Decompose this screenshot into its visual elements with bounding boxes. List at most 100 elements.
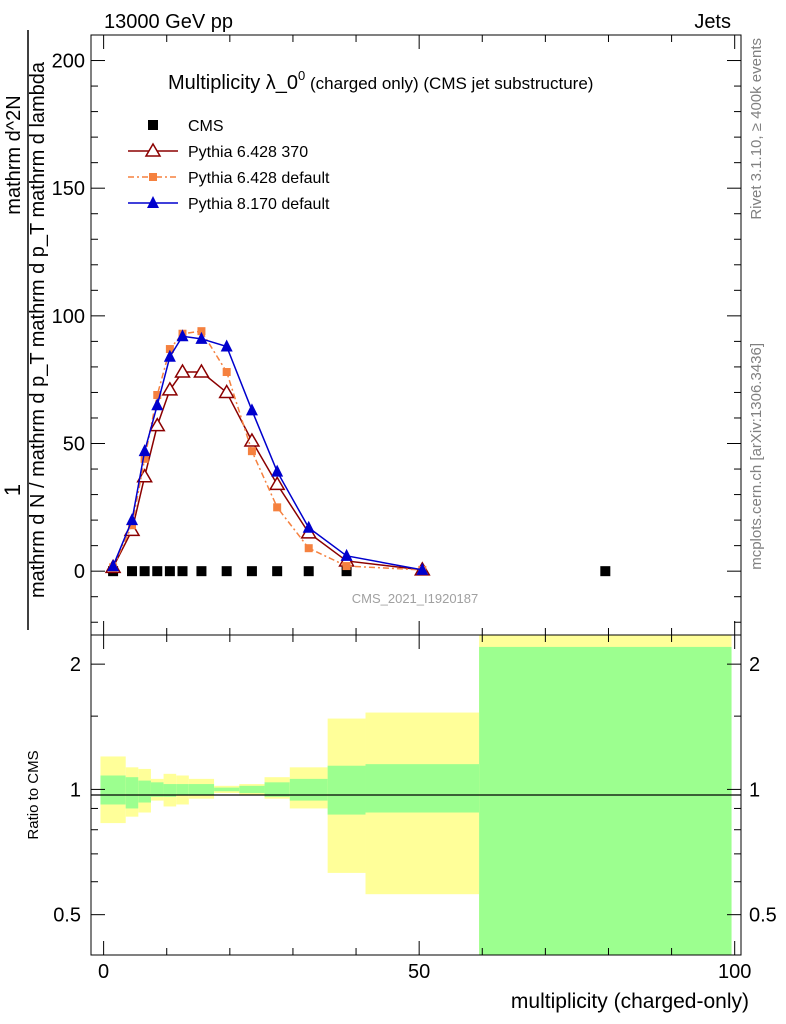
legend-marker — [147, 196, 159, 208]
data-point — [341, 566, 352, 577]
data-point — [140, 454, 149, 463]
data-point — [600, 566, 611, 577]
ratio-stat-band — [327, 765, 366, 815]
data-point — [196, 566, 207, 577]
energy-label: 13000 GeV pp — [104, 11, 233, 33]
data-point — [271, 464, 284, 477]
main-ytick-label: 200 — [52, 51, 85, 73]
chart-title: Multiplicity λ_00 (charged only) (CMS je… — [168, 68, 593, 94]
data-point — [107, 559, 120, 572]
data-point — [245, 403, 258, 416]
main-panel: 0 50 100 150 200 CMS_2021_I1920187 Multiplic… — [52, 34, 742, 636]
main-ylabel: 1 mathrm d^2N mathrm d N / mathrm d p_T … — [0, 30, 49, 630]
data-point — [221, 566, 232, 577]
xtick-label: 50 — [408, 961, 430, 983]
legend-marker — [144, 142, 162, 157]
legend-item: Pythia 6.428 370 — [128, 142, 308, 161]
data-point — [218, 383, 235, 399]
legend-marker — [149, 173, 157, 181]
legend-item: Pythia 6.428 default — [128, 170, 330, 187]
ratio-stat-band — [163, 784, 177, 797]
data-point — [246, 566, 257, 577]
ratio-stat-band — [176, 784, 189, 795]
ratio-stat-band — [239, 785, 265, 794]
legend-label: CMS — [188, 118, 224, 135]
ylabel-one: 1 — [0, 484, 25, 496]
mcplots-label: mcplots.cern.ch [arXiv:1306.3436] — [748, 343, 765, 570]
data-point — [304, 544, 313, 553]
ratio-stat-band — [214, 787, 240, 792]
data-point — [161, 381, 179, 396]
main-ytick-label: 100 — [52, 306, 85, 328]
data-point — [139, 566, 150, 577]
data-point — [303, 566, 314, 577]
xtick-label: 0 — [98, 961, 109, 983]
series-line — [112, 335, 423, 571]
data-point — [302, 520, 315, 533]
legend: CMS Pythia 6.428 370 Pythia 6.428 default P… — [128, 118, 330, 213]
ratio-stat-band — [138, 780, 151, 803]
data-point — [138, 444, 151, 457]
data-point — [148, 417, 166, 432]
x-axis-label: multiplicity (charged-only) — [511, 990, 749, 1013]
data-point — [153, 391, 162, 399]
data-point — [128, 521, 137, 530]
series-line — [112, 371, 423, 571]
data-point — [163, 349, 176, 362]
data-point — [340, 548, 353, 561]
main-series — [104, 327, 611, 577]
chart-title-sup: 0 — [298, 68, 305, 83]
data-point — [193, 363, 210, 378]
data-point — [272, 566, 283, 577]
data-point — [342, 562, 351, 571]
ratio-ytick-label-right: 1 — [749, 779, 760, 801]
data-point — [164, 566, 175, 577]
legend-label: Pythia 6.428 370 — [188, 144, 308, 161]
ratio-stat-band — [150, 782, 164, 797]
legend-item: Pythia 8.170 default — [128, 196, 330, 213]
data-point — [176, 329, 189, 342]
ratio-ytick-label: 2 — [70, 654, 81, 676]
ratio-frame — [90, 634, 742, 956]
main-ytick-label: 50 — [63, 434, 85, 456]
ratio-ytick-label: 1 — [70, 779, 81, 801]
data-point — [165, 345, 174, 354]
data-point — [416, 562, 429, 575]
data-point — [243, 432, 261, 447]
main-axes: 0 50 100 150 200 — [52, 34, 741, 635]
ratio-stat-band — [188, 784, 215, 795]
ratio-stat-band — [479, 646, 732, 955]
data-point — [220, 339, 233, 352]
series-0 — [108, 566, 611, 577]
data-point — [197, 327, 206, 336]
data-point — [152, 566, 163, 577]
legend-label: Pythia 6.428 default — [188, 170, 330, 187]
ratio-panel: 0.5 0.5 1 1 2 2 0 50 100 Ratio to CMS multiplici… — [25, 634, 777, 1013]
legend-label: Pythia 8.170 default — [188, 196, 330, 213]
legend-marker — [148, 120, 158, 130]
data-point — [268, 475, 286, 491]
main-ytick-label: 0 — [74, 561, 85, 583]
xtick-label: 100 — [718, 961, 751, 983]
data-point — [222, 368, 231, 377]
ratio-stat-band — [264, 782, 290, 797]
legend-item: CMS — [148, 118, 224, 135]
ratio-stat-band — [125, 777, 139, 809]
rivet-label: Rivet 3.1.10, ≥ 400k events — [748, 38, 765, 220]
ratio-stat-band — [289, 778, 328, 801]
ratio-ylabel: Ratio to CMS — [25, 750, 42, 839]
data-point — [174, 363, 191, 378]
ratio-stat-band — [100, 775, 126, 805]
data-point — [126, 513, 139, 526]
ratio-ytick-label-right: 2 — [749, 654, 760, 676]
data-point — [177, 566, 188, 577]
watermark: CMS_2021_I1920187 — [352, 591, 479, 606]
chart-title-suffix: (charged only) (CMS jet substructure) — [305, 74, 593, 93]
data-point — [151, 398, 164, 411]
ratio-ytick-label: 0.5 — [53, 905, 81, 927]
ratio-ytick-label-right: 0.5 — [749, 905, 777, 927]
data-point — [195, 331, 208, 344]
main-ytick-label: 150 — [52, 178, 85, 200]
ratio-axes: 0.5 0.5 1 1 2 2 0 50 100 — [53, 635, 777, 983]
